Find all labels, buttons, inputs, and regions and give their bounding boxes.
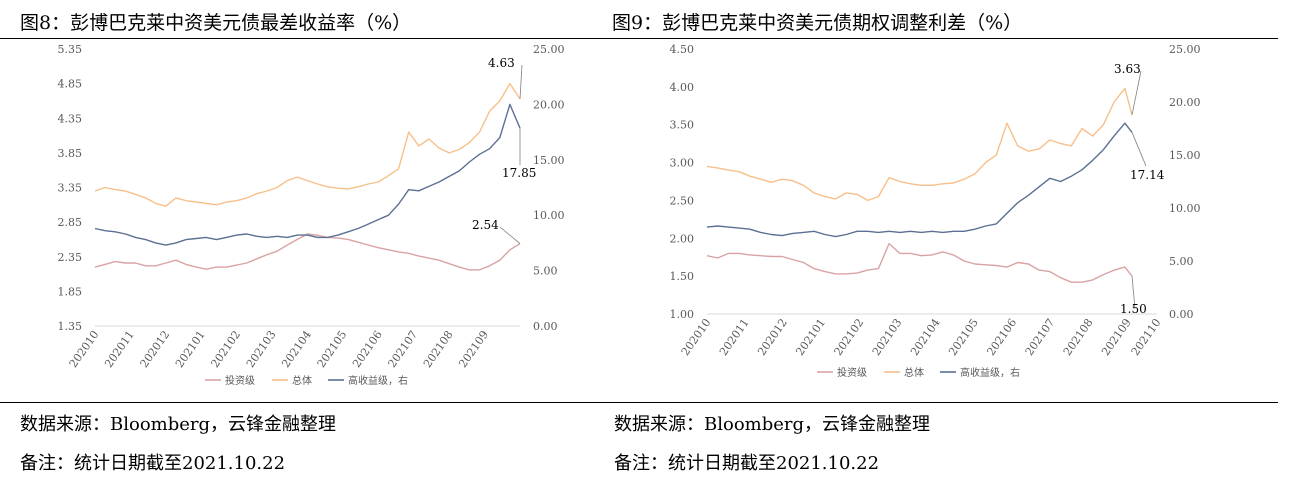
- y-left-tick-label: 4.50: [670, 43, 695, 56]
- x-tick-label: 202106: [350, 328, 385, 370]
- x-tick-label: 202106: [984, 316, 1019, 358]
- x-tick-label: 202102: [208, 328, 243, 370]
- y-right-tick-label: 0.00: [1169, 308, 1194, 321]
- series-line-high-yield: [706, 122, 1133, 238]
- bottom-rule: [0, 402, 612, 403]
- x-tick-label: 202104: [908, 316, 943, 358]
- y-right-tick-label: 20.00: [1169, 96, 1201, 109]
- chart-title: 图8：彭博巴克莱中资美元债最差收益率（%）: [20, 12, 412, 34]
- annotation-leader-line: [1131, 132, 1147, 167]
- x-tick-label: 202109: [456, 328, 491, 370]
- legend-label: 高收益级，右: [348, 374, 408, 387]
- x-tick-label: 202010: [679, 316, 714, 358]
- y-left-tick-label: 3.85: [58, 147, 83, 160]
- x-tick-label: 202011: [102, 328, 137, 370]
- y-right-tick-label: 10.00: [1169, 202, 1201, 215]
- x-tick-label: 202105: [946, 316, 981, 358]
- annotation-label: 2.54: [472, 218, 499, 232]
- annotation-leader-line: [1131, 70, 1142, 115]
- x-tick-label: 202103: [244, 328, 279, 370]
- legend-label: 高收益级，右: [960, 366, 1020, 379]
- y-left-tick-label: 3.50: [670, 119, 695, 132]
- legend-label: 投资级: [225, 374, 255, 387]
- data-source: 数据来源：Bloomberg，云锋金融整理: [20, 414, 337, 435]
- top-rule: [0, 38, 612, 39]
- legend-label: 总体: [904, 366, 924, 379]
- y-right-tick-label: 15.00: [1169, 149, 1201, 162]
- y-left-tick-label: 1.35: [58, 320, 83, 333]
- annotation-label: 17.14: [1130, 168, 1165, 182]
- y-left-tick-label: 3.00: [670, 157, 695, 170]
- y-left-tick-label: 1.50: [670, 270, 695, 283]
- y-right-tick-label: 20.00: [533, 98, 565, 111]
- x-tick-label: 202010: [67, 328, 102, 370]
- series-line-total: [94, 82, 521, 207]
- annotation-leader-line: [1131, 276, 1136, 310]
- series-line-high-yield: [94, 103, 521, 246]
- series-line-total: [706, 87, 1133, 202]
- x-tick-label: 202107: [385, 328, 420, 370]
- y-right-tick-label: 15.00: [533, 154, 565, 167]
- y-left-tick-label: 2.00: [670, 232, 695, 245]
- x-tick-label: 202103: [870, 316, 905, 358]
- legend-label: 总体: [292, 374, 312, 387]
- y-left-tick-label: 1.85: [58, 285, 83, 298]
- annotation-label: 4.63: [488, 56, 515, 70]
- y-left-tick-label: 2.85: [58, 216, 83, 229]
- y-left-tick-label: 4.85: [58, 78, 83, 91]
- annotation-label: 1.50: [1120, 302, 1147, 316]
- series-line-investment-grade: [94, 233, 521, 271]
- chart-title: 图9：彭博巴克莱中资美元债期权调整利差（%）: [612, 12, 1023, 34]
- x-tick-label: 202012: [755, 316, 790, 358]
- x-tick-label: 202109: [1099, 316, 1134, 358]
- y-left-tick-label: 3.35: [58, 182, 83, 195]
- legend-label: 投资级: [837, 366, 867, 379]
- data-source: 数据来源：Bloomberg，云锋金融整理: [614, 414, 931, 435]
- x-tick-label: 202102: [832, 316, 867, 358]
- y-right-tick-label: 5.00: [1169, 255, 1194, 268]
- y-right-tick-label: 5.00: [533, 265, 558, 278]
- y-left-tick-label: 4.00: [670, 81, 695, 94]
- top-rule: [612, 38, 1278, 39]
- date-note: 备注：统计日期截至2021.10.22: [614, 453, 880, 474]
- y-right-tick-label: 0.00: [533, 320, 558, 333]
- y-left-tick-label: 2.35: [58, 251, 83, 264]
- y-left-tick-label: 4.35: [58, 112, 83, 125]
- x-tick-label: 202101: [793, 316, 828, 358]
- ytm-chart: 1.35 1.85 2.35 2.85 3.35 3.85 4.35 4.85 5.35 0.00…: [58, 43, 565, 387]
- y-left-tick-label: 2.50: [670, 194, 695, 207]
- annotation-leader-line: [499, 226, 521, 244]
- oas-chart: 1.00 1.50 2.00 2.50 3.00 3.50 4.00 4.50 0.00 5.00…: [670, 43, 1201, 379]
- x-tick-label: 202107: [1023, 316, 1058, 358]
- x-tick-label: 202104: [279, 328, 314, 370]
- x-tick-label: 202108: [421, 328, 456, 370]
- annotation-leader-line: [519, 64, 523, 99]
- x-tick-label: 202101: [173, 328, 208, 370]
- bottom-rule: [612, 402, 1278, 403]
- date-note: 备注：统计日期截至2021.10.22: [20, 453, 286, 474]
- x-tick-label: 202105: [315, 328, 350, 370]
- y-left-tick-label: 1.00: [670, 308, 695, 321]
- y-left-tick-label: 5.35: [58, 43, 83, 56]
- x-tick-label: 202108: [1061, 316, 1096, 358]
- x-tick-label: 202110: [1129, 316, 1164, 358]
- annotation-label: 3.63: [1114, 62, 1141, 76]
- x-tick-label: 202012: [138, 328, 173, 370]
- y-right-tick-label: 10.00: [533, 209, 565, 222]
- annotation-label: 17.85: [502, 166, 536, 180]
- x-tick-label: 202011: [717, 316, 752, 358]
- y-right-tick-label: 25.00: [1169, 43, 1201, 56]
- y-right-tick-label: 25.00: [533, 43, 565, 56]
- series-line-investment-grade: [706, 242, 1133, 283]
